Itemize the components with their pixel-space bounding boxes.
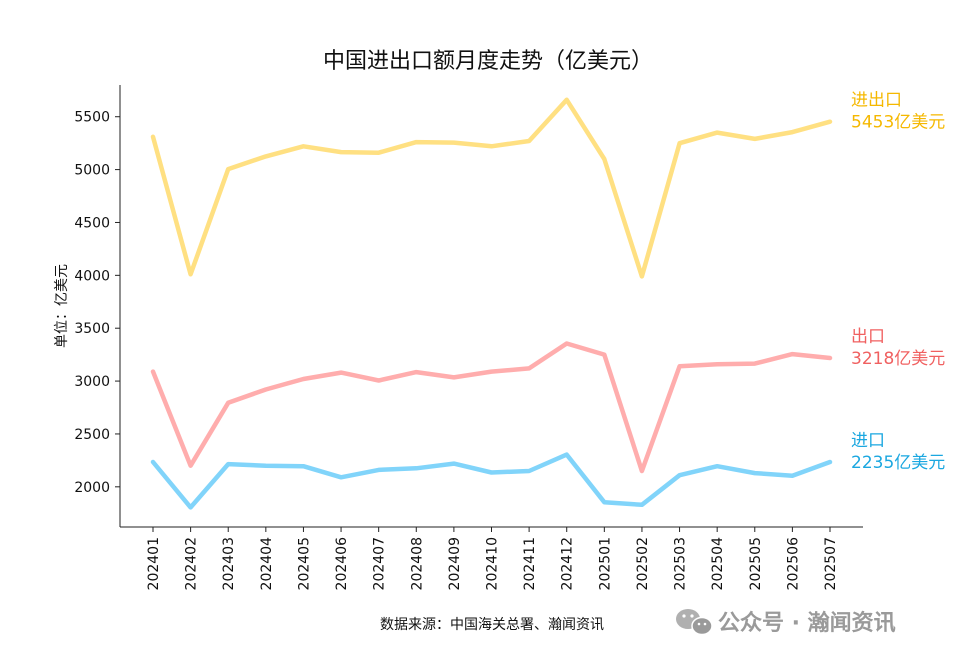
series-name-label: 进口 (851, 431, 885, 451)
y-tick-label: 3500 (74, 321, 110, 337)
x-tick-label: 202403 (221, 537, 237, 590)
x-tick-label: 202411 (522, 537, 538, 590)
wechat-icon (676, 609, 713, 636)
series-value-label: 2235亿美元 (851, 453, 945, 473)
series-lines (150, 97, 833, 510)
series-name-label: 出口 (851, 327, 885, 347)
x-tick-label: 202502 (635, 537, 651, 590)
x-tick-label: 202408 (409, 537, 425, 590)
series-line-0 (150, 97, 833, 279)
x-axis: 202401 202402 202403 202404 202405 202406 2024… (120, 526, 863, 591)
y-tick-label: 2500 (74, 427, 110, 443)
x-tick-label: 202402 (184, 537, 200, 590)
y-tick-label: 4500 (74, 215, 110, 231)
y-tick-label: 3000 (74, 374, 110, 390)
chart-title: 中国进出口额月度走势（亿美元） (323, 49, 653, 74)
x-tick-label: 202401 (146, 537, 162, 590)
y-tick-label: 2000 (74, 480, 110, 496)
y-axis-label: 单位：亿美元 (54, 264, 70, 348)
y-tick-label: 5000 (74, 163, 110, 179)
source-note: 数据来源：中国海关总署、瀚闻资讯 (380, 617, 604, 633)
x-tick-label: 202501 (597, 537, 613, 590)
x-tick-label: 202407 (372, 537, 388, 590)
series-line-2 (150, 452, 833, 510)
x-tick-label: 202505 (748, 537, 764, 590)
x-tick-label: 202406 (334, 537, 350, 591)
x-tick-label: 202507 (823, 537, 839, 590)
x-tick-label: 202506 (785, 537, 801, 591)
series-value-label: 5453亿美元 (851, 113, 945, 133)
x-tick-label: 202409 (447, 537, 463, 590)
x-tick-label: 202410 (485, 537, 501, 590)
watermark: 公众号 · 瀚闻资讯 (676, 609, 896, 636)
x-tick-label: 202405 (296, 537, 312, 590)
series-line-1 (150, 341, 833, 474)
watermark-text: 公众号 · 瀚闻资讯 (718, 610, 896, 636)
y-axis: 2000 2500 3000 3500 4000 4500 5000 5500 (74, 85, 121, 527)
series-name-label: 进出口 (851, 91, 902, 111)
y-tick-label: 4000 (74, 268, 110, 284)
series-value-label: 3218亿美元 (851, 349, 945, 369)
x-tick-label: 202412 (560, 537, 576, 590)
x-tick-label: 202404 (259, 537, 275, 591)
x-tick-label: 202504 (710, 537, 726, 591)
y-tick-label: 5500 (74, 110, 110, 126)
x-tick-label: 202503 (673, 537, 689, 590)
